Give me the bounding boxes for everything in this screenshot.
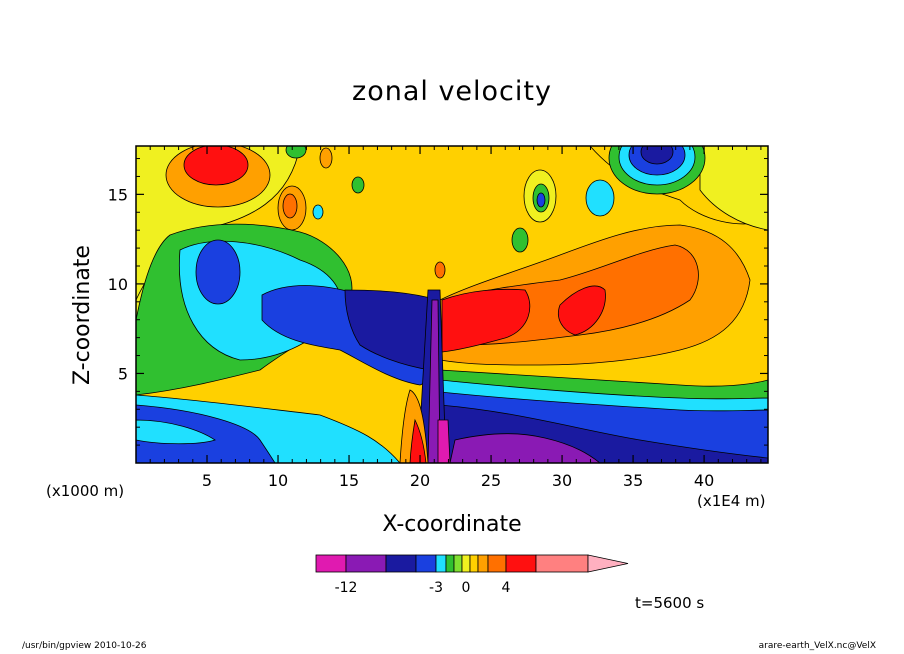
field-region	[319, 147, 333, 169]
x-tick-label: 15	[339, 471, 359, 490]
field-region	[511, 227, 529, 253]
colorbar-segment	[477, 554, 489, 573]
x-tick-label: 40	[694, 471, 714, 490]
colorbar-tick-label: -3	[429, 580, 443, 596]
colorbar-segment	[505, 554, 537, 573]
colorbar-tick-label: 4	[502, 580, 511, 596]
colorbar-extension-arrow	[587, 554, 629, 573]
y-axis: 5 10 15	[108, 158, 768, 446]
field-region	[434, 261, 446, 279]
colorbar-segment	[469, 554, 479, 573]
plot-frame	[135, 145, 769, 464]
time-annotation: t=5600 s	[635, 594, 705, 612]
x-tick-label: 10	[268, 471, 288, 490]
colorbar-segment	[487, 554, 507, 573]
field-region	[136, 419, 216, 445]
x-tick-label: 35	[623, 471, 643, 490]
colorbar-segment	[385, 554, 417, 573]
colorbar-segment	[461, 554, 471, 573]
field-region	[409, 418, 427, 463]
field-region	[282, 193, 298, 219]
colorbar-segment	[453, 554, 463, 573]
field-region	[312, 204, 324, 220]
x-unit-label: (x1000 m)	[46, 482, 125, 500]
colorbar-segment	[315, 554, 347, 573]
field-region	[536, 192, 546, 208]
field-region	[640, 146, 674, 165]
x-tick-label: 5	[202, 471, 212, 490]
colorbar-segment	[345, 554, 387, 573]
contour-field	[136, 146, 768, 463]
y-tick-label: 15	[108, 185, 128, 204]
colorbar: -12 -3 0 4	[315, 554, 629, 596]
x-tick-label: 20	[410, 471, 430, 490]
field-region	[285, 146, 307, 159]
field-region	[183, 146, 249, 186]
field-region	[585, 179, 615, 217]
colorbar-segment	[435, 554, 447, 573]
colorbar-segment	[415, 554, 437, 573]
x-tick-label: 30	[552, 471, 572, 490]
footer-file-variable: arare-earth_VelX.nc@VelX	[758, 641, 876, 651]
field-region	[558, 285, 606, 336]
colorbar-tick-label: -12	[335, 580, 358, 596]
colorbar-segment	[535, 554, 589, 573]
x-axis: 5 10 15 20 25 30 35 40	[149, 146, 762, 490]
field-region	[437, 419, 451, 463]
field-region	[441, 288, 531, 353]
x-axis-label: X-coordinate	[382, 512, 522, 537]
footer-program-date: /usr/bin/gpview 2010-10-26	[22, 641, 147, 651]
field-region	[427, 299, 441, 463]
field-region	[195, 239, 241, 305]
colorbar-segment	[445, 554, 455, 573]
x-scale-label: (x1E4 m)	[697, 492, 766, 510]
field-region	[351, 176, 365, 194]
chart-title: zonal velocity	[352, 76, 552, 107]
x-tick-label: 25	[481, 471, 501, 490]
colorbar-tick-label: 0	[462, 580, 471, 596]
y-tick-label: 5	[118, 364, 128, 383]
y-tick-label: 10	[108, 275, 128, 294]
y-axis-label: Z-coordinate	[70, 245, 95, 385]
